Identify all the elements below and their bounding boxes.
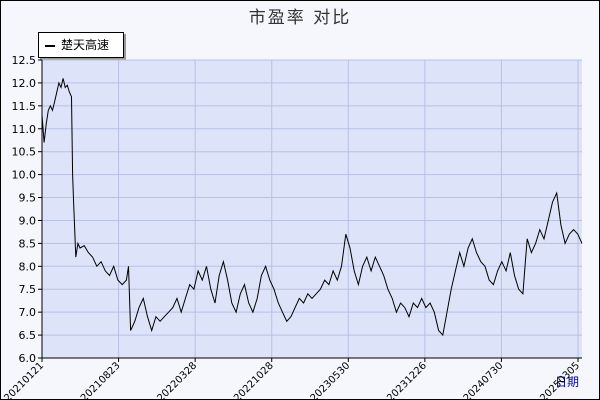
y-tick-label: 10.5 <box>12 146 37 159</box>
x-tick-label: 20220328 <box>155 360 199 400</box>
y-tick-label: 6.5 <box>19 329 37 342</box>
x-tick-label: 20240730 <box>462 360 506 400</box>
legend-label: 楚天高速 <box>61 38 110 52</box>
y-tick-label: 6.0 <box>19 352 37 365</box>
legend-swatch <box>45 44 55 47</box>
y-tick-label: 12.0 <box>12 77 37 90</box>
chart-title: 市盈率 对比 <box>248 8 352 28</box>
x-tick-label: 20221028 <box>232 360 276 400</box>
x-tick-label: 20210121 <box>2 360 46 400</box>
y-tick-label: 10.0 <box>12 169 37 182</box>
y-tick-label: 9.5 <box>19 192 37 205</box>
x-axis-label: 日期 <box>555 375 580 389</box>
y-tick-label: 7.0 <box>19 306 37 319</box>
y-tick-label: 9.0 <box>19 214 37 227</box>
series-line <box>41 78 583 337</box>
y-tick-label: 11.0 <box>12 123 37 136</box>
x-tick-label: 20250305 <box>538 360 582 400</box>
legend: 楚天高速 <box>38 32 124 58</box>
y-tick-label: 7.5 <box>19 283 37 296</box>
y-tick-label: 8.0 <box>19 260 37 273</box>
y-tick-label: 8.5 <box>19 237 37 250</box>
x-tick-label: 20210823 <box>79 360 123 400</box>
x-tick-label: 20230530 <box>309 360 353 400</box>
y-tick-label: 12.5 <box>12 54 37 67</box>
x-tick-label: 20231226 <box>385 360 429 400</box>
plot-area <box>42 60 582 358</box>
y-tick-label: 11.5 <box>12 100 37 113</box>
